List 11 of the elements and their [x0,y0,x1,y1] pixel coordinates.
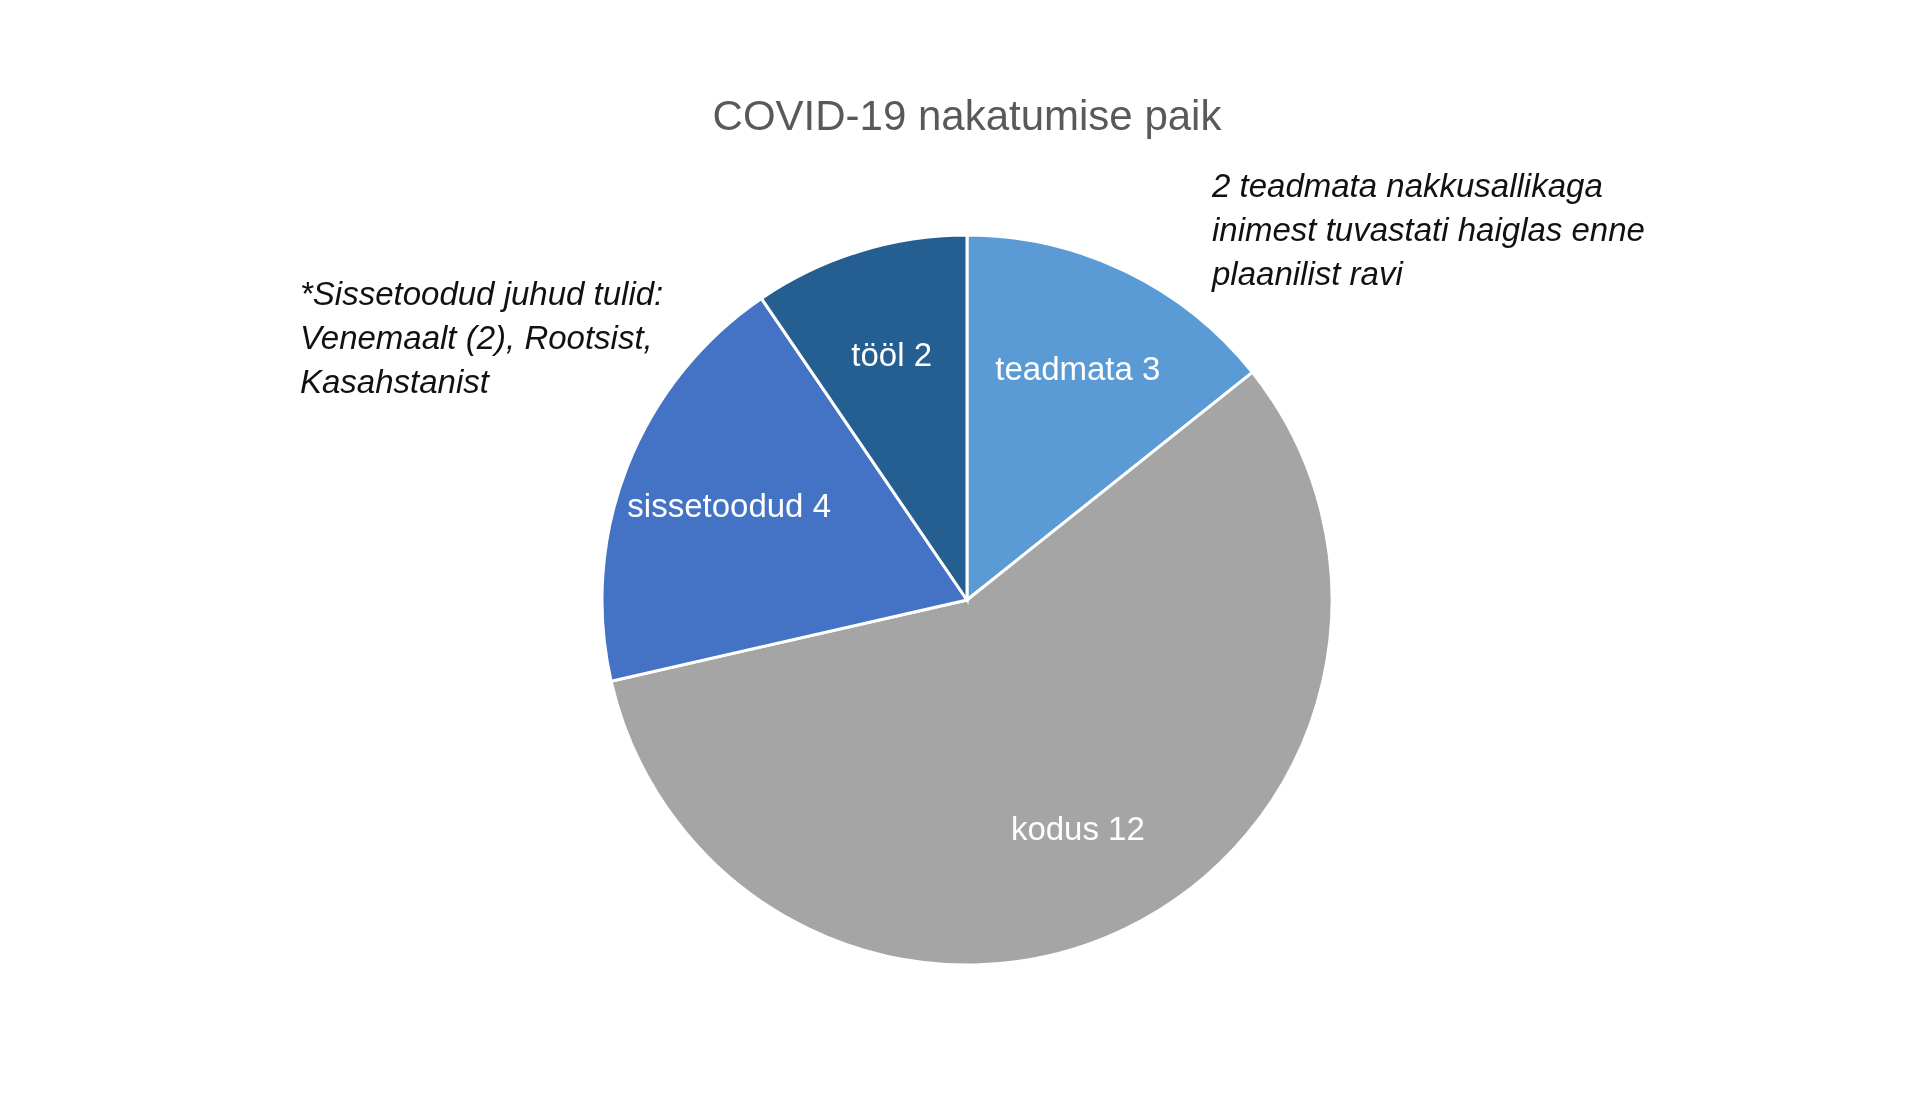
slice-label: tööl [851,335,905,373]
data-label: 12 [1108,810,1145,848]
data-label: 4 [812,486,831,524]
slice-label: kodus [1010,810,1099,848]
data-label: 2 [913,335,933,373]
text: 2 teadmata nakkusallikaga inimest tuvastati haiglas enne plaanilist ravi [1212,166,1646,294]
slice-label: teadmata [995,349,1134,387]
slice-label: sissetoodud [627,486,804,524]
text: *Sissetoodud juhud tulid: Venemaalt (2), Rootsist, Kasahstanist [300,274,665,402]
data-label: 3 [1142,349,1161,387]
chart-title: COVID-19 nakatumise paik [712,92,1223,139]
